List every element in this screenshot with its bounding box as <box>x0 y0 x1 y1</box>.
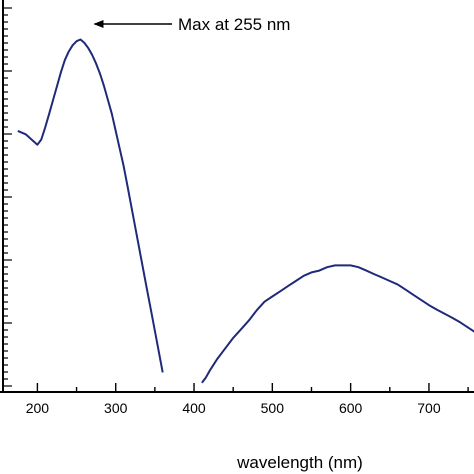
spectrum-line-segment <box>17 38 164 373</box>
x-tick-label: 700 <box>417 400 441 416</box>
x-tick-label: 400 <box>182 400 206 416</box>
spectrum-line-segment <box>201 264 474 384</box>
x-tick-label: 300 <box>104 400 128 416</box>
axes: 200300400500600700800 <box>0 0 474 416</box>
max-annotation-text: Max at 255 nm <box>178 15 290 34</box>
x-axis-title: wavelength (nm) <box>236 453 363 472</box>
x-tick-label: 200 <box>26 400 50 416</box>
plot-area <box>17 38 474 384</box>
x-tick-label: 500 <box>261 400 285 416</box>
x-tick-label: 600 <box>339 400 363 416</box>
